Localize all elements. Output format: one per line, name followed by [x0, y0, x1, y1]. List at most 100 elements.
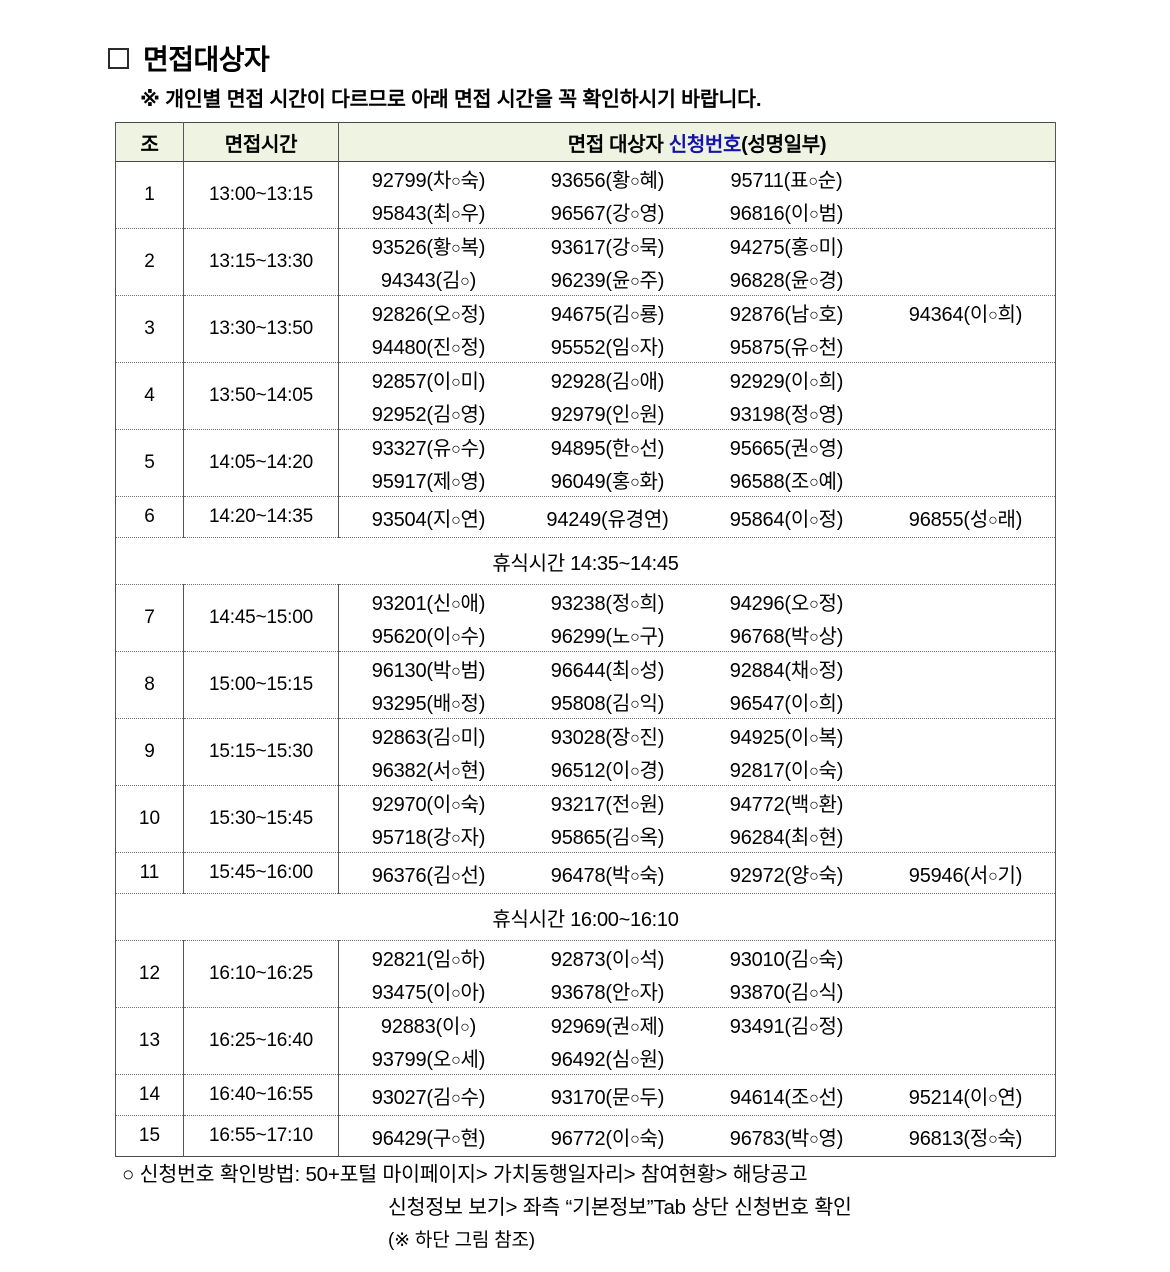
applicant-line: 93295(배○정) 95808(김○익) 96547(이○희)	[339, 685, 1055, 718]
mask-circle-icon: ○	[809, 511, 819, 529]
cell-interview-time: 16:40~16:55	[183, 1074, 339, 1116]
mask-circle-icon: ○	[809, 307, 819, 324]
applicant-entry: 93799(오○세)	[371, 1049, 486, 1071]
mask-circle-icon: ○	[809, 1130, 819, 1148]
mask-circle-icon: ○	[630, 797, 640, 814]
table-row: 5 14:05~14:20 93327(유○수) 94895(한○선) 95665(권○…	[115, 429, 1056, 497]
applicant-line: 93526(황○복) 93617(강○묵) 94275(홍○미)	[339, 229, 1055, 262]
column-header-names: 면접 대상자 신청번호(성명일부)	[338, 122, 1056, 162]
applicant-entry: 94343(김○)	[380, 270, 477, 292]
break-row: 휴식시간 14:35~14:45	[115, 537, 1056, 585]
mask-circle-icon: ○	[460, 1019, 470, 1036]
applicant-line: 92799(차○숙) 93656(황○혜) 95711(표○순)	[339, 162, 1055, 195]
applicant-entry: 96512(이○경)	[550, 760, 665, 782]
applicant-entry: 96813(정○숙)	[908, 1127, 1023, 1150]
mask-circle-icon: ○	[988, 1130, 998, 1148]
cell-group-number: 9	[115, 718, 184, 786]
applicant-entry: 95917(제○영)	[371, 471, 486, 493]
applicant-entry: 94296(오○정)	[729, 593, 844, 615]
mask-circle-icon: ○	[451, 374, 461, 391]
applicant-entry: 96382(서○현)	[371, 760, 486, 782]
applicant-entry: 94895(한○선)	[550, 438, 665, 460]
applicant-entry: 93295(배○정)	[371, 693, 486, 715]
applicant-line: 93027(김○수) 93170(문○두) 94614(조○선) 95214(이○연)	[339, 1075, 1055, 1115]
applicant-entry: 93198(정○영)	[729, 404, 844, 426]
cell-applicant-list: 93504(지○연) 94249(유경연) 95864(이○정) 96855(성○래)	[338, 496, 1056, 538]
applicant-entry: 96783(박○영)	[729, 1127, 844, 1150]
column-header-names-suffix: (성명일부)	[741, 133, 827, 156]
cell-applicant-list: 93027(김○수) 93170(문○두) 94614(조○선) 95214(이○연)	[338, 1074, 1056, 1116]
mask-circle-icon: ○	[630, 407, 640, 424]
applicant-entry: 92863(김○미)	[371, 727, 486, 749]
mask-circle-icon: ○	[630, 206, 640, 223]
mask-circle-icon: ○	[630, 830, 640, 847]
applicant-entry: 96478(박○숙)	[550, 864, 665, 887]
mask-circle-icon: ○	[451, 173, 461, 190]
applicant-line: 95917(제○영) 96049(홍○화) 96588(조○예)	[339, 463, 1055, 496]
mask-circle-icon: ○	[809, 629, 819, 646]
mask-circle-icon: ○	[451, 663, 461, 680]
mask-circle-icon: ○	[451, 629, 461, 646]
cell-interview-time: 13:15~13:30	[183, 228, 339, 296]
applicant-entry: 96855(성○래)	[908, 508, 1023, 531]
applicant-entry: 94480(진○정)	[371, 337, 486, 359]
applicant-entry: 93238(정○희)	[550, 593, 665, 615]
applicant-entry: 93170(문○두)	[550, 1086, 665, 1109]
mask-circle-icon: ○	[630, 1130, 640, 1148]
mask-circle-icon: ○	[630, 374, 640, 391]
applicant-entry: 94275(홍○미)	[729, 237, 844, 259]
table-row: 7 14:45~15:00 93201(신○애) 93238(정○희) 94296(오○…	[115, 584, 1056, 652]
mask-circle-icon: ○	[451, 206, 461, 223]
mask-circle-icon: ○	[630, 952, 640, 969]
applicant-entry: 92799(차○숙)	[371, 170, 486, 192]
applicant-entry: 93010(김○숙)	[729, 949, 844, 971]
mask-circle-icon: ○	[451, 340, 461, 357]
cell-interview-time: 14:20~14:35	[183, 496, 339, 538]
mask-circle-icon: ○	[630, 441, 640, 458]
cell-interview-time: 16:25~16:40	[183, 1007, 339, 1075]
applicant-entry: 92857(이○미)	[371, 371, 486, 393]
column-header-group: 조	[115, 122, 184, 162]
applicant-entry: 94772(백○환)	[729, 794, 844, 816]
mask-circle-icon: ○	[451, 1089, 461, 1107]
mask-circle-icon: ○	[809, 696, 819, 713]
applicant-entry: 92826(오○정)	[371, 304, 486, 326]
cell-applicant-list: 92863(김○미) 93028(장○진) 94925(이○복) 96382(서○현)…	[338, 718, 1056, 786]
mask-circle-icon: ○	[630, 240, 640, 257]
cell-interview-time: 15:15~15:30	[183, 718, 339, 786]
cell-group-number: 3	[115, 295, 184, 363]
mask-circle-icon: ○	[451, 441, 461, 458]
mask-circle-icon: ○	[809, 830, 819, 847]
cell-applicant-list: 93327(유○수) 94895(한○선) 95665(권○영) 95917(제○영)…	[338, 429, 1056, 497]
applicant-line: 92863(김○미) 93028(장○진) 94925(이○복)	[339, 719, 1055, 752]
mask-circle-icon: ○	[809, 730, 819, 747]
mask-circle-icon: ○	[451, 797, 461, 814]
mask-circle-icon: ○	[809, 407, 819, 424]
applicant-entry: 96768(박○상)	[729, 626, 844, 648]
applicant-entry: 95843(최○우)	[371, 203, 486, 225]
mask-circle-icon: ○	[451, 474, 461, 491]
cell-group-number: 12	[115, 940, 184, 1008]
applicant-entry: 95875(유○천)	[729, 337, 844, 359]
mask-circle-icon: ○	[630, 867, 640, 885]
cell-interview-time: 16:55~17:10	[183, 1115, 339, 1157]
mask-circle-icon: ○	[451, 763, 461, 780]
cell-interview-time: 13:00~13:15	[183, 161, 339, 229]
table-row: 3 13:30~13:50 92826(오○정) 94675(김○룡) 92876(남○…	[115, 295, 1056, 363]
mask-circle-icon: ○	[451, 596, 461, 613]
mask-circle-icon: ○	[451, 985, 461, 1002]
footer-note-line-2: 신청정보 보기> 좌측 “기본정보”Tab 상단 신청번호 확인	[388, 1196, 852, 1219]
applicant-entry: 92970(이○숙)	[371, 794, 486, 816]
applicant-line: 95718(강○자) 95865(김○옥) 96284(최○현)	[339, 819, 1055, 852]
mask-circle-icon: ○	[451, 952, 461, 969]
break-label: 휴식시간 16:00~16:10	[115, 893, 1056, 941]
table-row: 9 15:15~15:30 92863(김○미) 93028(장○진) 94925(이○…	[115, 718, 1056, 786]
mask-circle-icon: ○	[630, 474, 640, 491]
mask-circle-icon: ○	[809, 1089, 819, 1107]
applicant-entry: 93504(지○연)	[371, 508, 486, 531]
applicant-entry: 96049(홍○화)	[550, 471, 665, 493]
applicant-entry: 94364(이○희)	[908, 304, 1023, 326]
mask-circle-icon: ○	[451, 511, 461, 529]
applicant-line: 92857(이○미) 92928(김○애) 92929(이○희)	[339, 363, 1055, 396]
applicant-entry: 96130(박○범)	[371, 660, 486, 682]
